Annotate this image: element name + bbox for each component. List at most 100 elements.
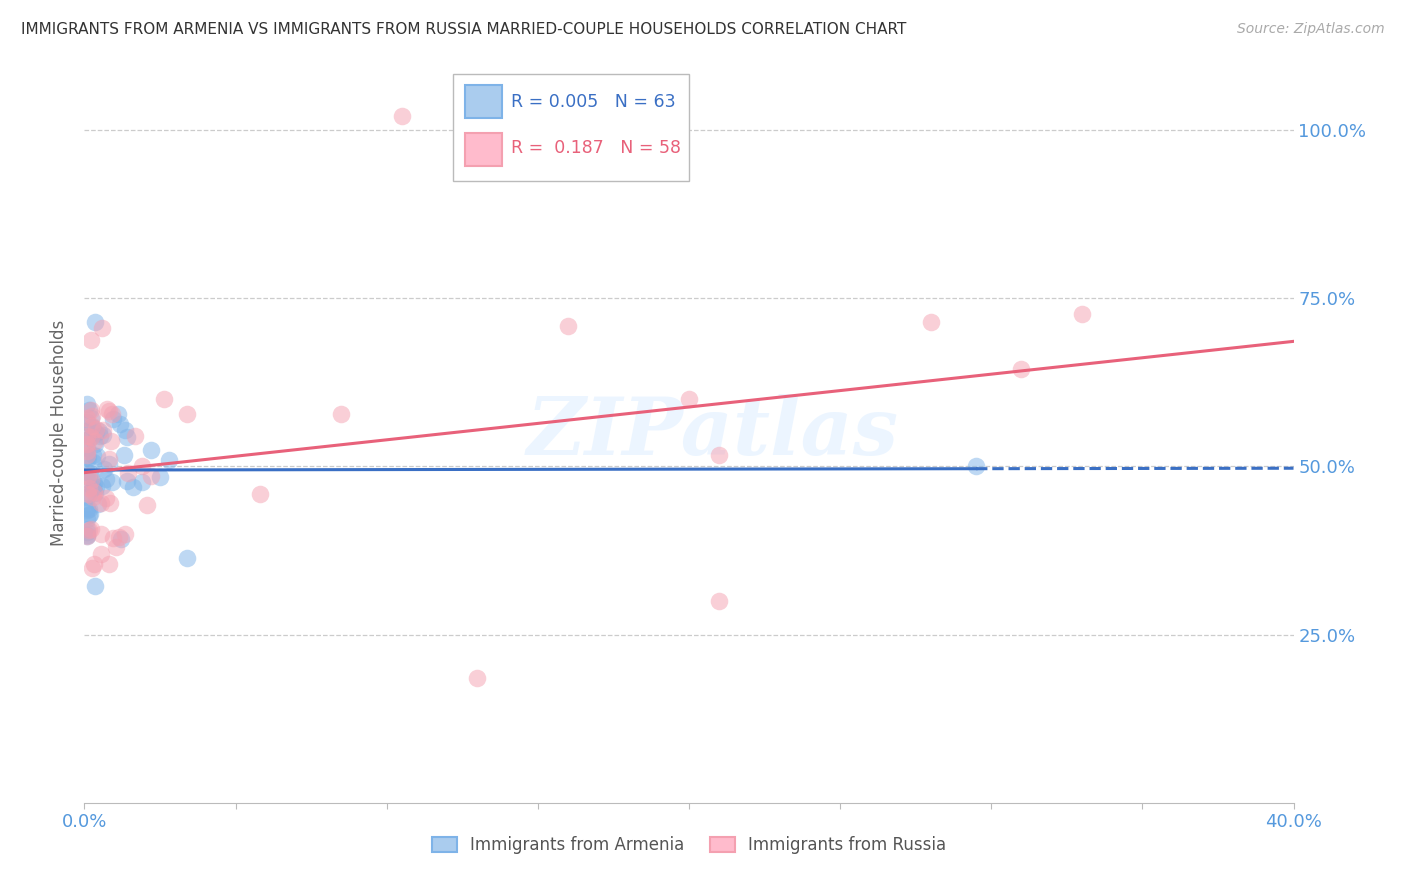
Text: ZIPatlas: ZIPatlas bbox=[527, 394, 900, 471]
Point bbox=[83, 485, 105, 500]
Point bbox=[97, 452, 120, 467]
Point bbox=[84, 315, 107, 329]
Point bbox=[80, 334, 103, 348]
Point bbox=[94, 491, 117, 505]
Point bbox=[91, 427, 114, 442]
Point bbox=[76, 472, 98, 486]
Point bbox=[82, 448, 104, 462]
Point bbox=[121, 480, 143, 494]
Point bbox=[89, 429, 111, 443]
Point bbox=[920, 315, 942, 329]
Text: IMMIGRANTS FROM ARMENIA VS IMMIGRANTS FROM RUSSIA MARRIED-COUPLE HOUSEHOLDS CORR: IMMIGRANTS FROM ARMENIA VS IMMIGRANTS FR… bbox=[21, 22, 907, 37]
Point bbox=[77, 402, 100, 417]
Point bbox=[152, 392, 174, 406]
Point bbox=[77, 470, 100, 484]
Point bbox=[77, 486, 100, 500]
Point bbox=[709, 448, 731, 462]
Point bbox=[97, 457, 120, 471]
Point bbox=[77, 469, 100, 483]
Point bbox=[91, 423, 114, 437]
Point bbox=[107, 407, 129, 421]
Point bbox=[79, 466, 101, 480]
Bar bbox=[465, 85, 502, 118]
Point bbox=[96, 402, 118, 417]
Point bbox=[89, 424, 111, 438]
Point bbox=[90, 321, 112, 335]
Point bbox=[90, 527, 112, 541]
FancyBboxPatch shape bbox=[453, 73, 689, 181]
Point bbox=[82, 481, 104, 495]
Point bbox=[82, 481, 104, 495]
Point bbox=[100, 434, 122, 449]
Point bbox=[84, 422, 107, 436]
Point bbox=[104, 541, 127, 555]
Point bbox=[97, 404, 120, 418]
Point bbox=[76, 522, 98, 536]
Point bbox=[80, 411, 103, 425]
Point bbox=[80, 402, 103, 417]
Point bbox=[110, 417, 132, 431]
Point bbox=[84, 486, 107, 500]
Point bbox=[76, 443, 98, 458]
Point bbox=[80, 418, 103, 433]
Point bbox=[124, 429, 146, 443]
Point bbox=[117, 466, 139, 480]
Point bbox=[76, 436, 98, 450]
Point bbox=[176, 551, 198, 566]
Point bbox=[101, 531, 124, 545]
Point bbox=[131, 475, 153, 490]
Point bbox=[100, 496, 122, 510]
Point bbox=[84, 579, 107, 593]
Point bbox=[77, 502, 100, 516]
Point bbox=[82, 409, 104, 423]
Point bbox=[94, 472, 117, 486]
Text: Source: ZipAtlas.com: Source: ZipAtlas.com bbox=[1237, 22, 1385, 37]
Point bbox=[77, 508, 100, 522]
Point bbox=[76, 524, 98, 539]
Point bbox=[149, 470, 172, 484]
Point bbox=[93, 462, 115, 476]
Text: R = 0.005   N = 63: R = 0.005 N = 63 bbox=[512, 93, 676, 111]
Point bbox=[84, 437, 107, 451]
Point bbox=[139, 442, 162, 457]
Point bbox=[82, 561, 104, 575]
Point bbox=[76, 512, 98, 526]
Point bbox=[103, 412, 125, 426]
Point bbox=[108, 530, 131, 544]
Point bbox=[76, 501, 98, 516]
Legend: Immigrants from Armenia, Immigrants from Russia: Immigrants from Armenia, Immigrants from… bbox=[425, 830, 953, 861]
Point bbox=[84, 434, 107, 448]
Point bbox=[76, 415, 98, 429]
Point bbox=[76, 411, 98, 425]
Point bbox=[249, 487, 271, 501]
Point bbox=[176, 407, 198, 421]
Point bbox=[1011, 361, 1033, 376]
Point bbox=[86, 449, 108, 463]
Point bbox=[131, 459, 153, 474]
Point bbox=[557, 319, 579, 334]
Y-axis label: Married-couple Households: Married-couple Households bbox=[51, 319, 69, 546]
Point bbox=[76, 528, 98, 542]
Point bbox=[76, 450, 98, 464]
Point bbox=[114, 423, 136, 437]
Point bbox=[100, 475, 122, 490]
Bar bbox=[465, 133, 502, 166]
Point bbox=[135, 498, 157, 512]
Point bbox=[80, 430, 103, 444]
Point bbox=[112, 448, 135, 462]
Point bbox=[87, 497, 110, 511]
Point bbox=[76, 503, 98, 517]
Point bbox=[77, 481, 100, 495]
Point bbox=[76, 397, 98, 411]
Point bbox=[82, 455, 104, 469]
Point bbox=[80, 430, 103, 444]
Point bbox=[76, 424, 98, 438]
Point bbox=[91, 479, 114, 493]
Point bbox=[82, 490, 104, 504]
Point bbox=[100, 407, 122, 421]
Point bbox=[391, 109, 413, 123]
Point bbox=[76, 465, 98, 479]
Point bbox=[76, 429, 98, 443]
Point bbox=[77, 487, 100, 501]
Point bbox=[90, 496, 112, 510]
